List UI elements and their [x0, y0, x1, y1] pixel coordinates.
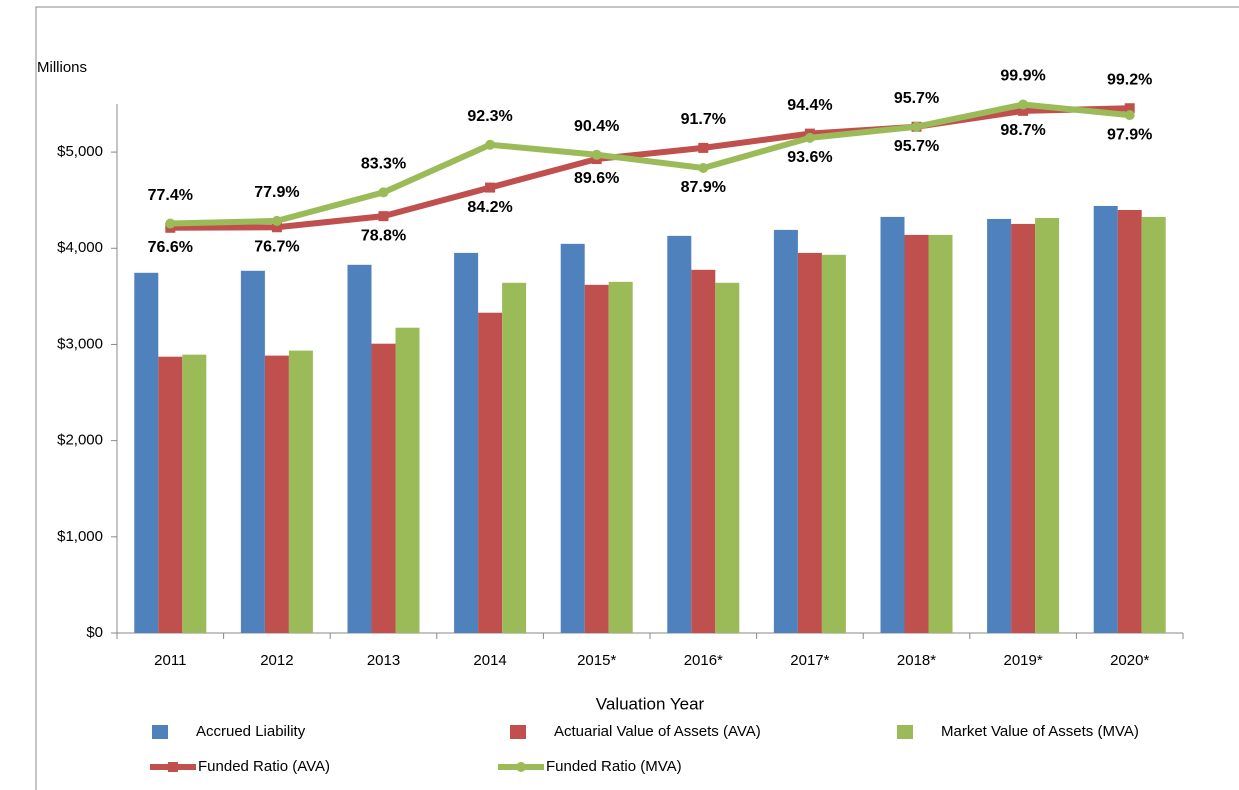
- x-tick-label: 2019*: [1003, 652, 1042, 669]
- marker: [1124, 110, 1135, 121]
- marker: [165, 218, 176, 229]
- y-tick-label: $4,000: [57, 239, 103, 256]
- data-label: 77.4%: [148, 187, 193, 204]
- x-axis-label: Valuation Year: [596, 694, 705, 713]
- data-label: 76.7%: [254, 238, 299, 255]
- marker: [271, 215, 282, 226]
- bar: [821, 254, 846, 633]
- marker: [1124, 103, 1135, 114]
- legend-swatch: [152, 725, 168, 739]
- bar: [797, 252, 822, 633]
- data-label: 95.7%: [894, 138, 939, 155]
- bar: [158, 356, 183, 633]
- legend-label: Accrued Liability: [196, 723, 306, 740]
- x-tick-label: 2020*: [1110, 652, 1149, 669]
- marker: [698, 142, 709, 153]
- bar: [773, 229, 798, 634]
- legend-label: Funded Ratio (MVA): [546, 758, 682, 775]
- data-label: 99.2%: [1107, 71, 1152, 88]
- bar: [691, 269, 716, 633]
- marker: [698, 163, 709, 174]
- bar: [134, 272, 159, 633]
- bar: [264, 355, 289, 633]
- legend-label: Market Value of Assets (MVA): [941, 723, 1139, 740]
- marker: [485, 139, 496, 150]
- data-label: 93.6%: [787, 149, 832, 166]
- bar: [182, 354, 207, 633]
- data-label: 91.7%: [681, 111, 726, 128]
- data-label: 99.9%: [1000, 68, 1045, 85]
- bar: [928, 234, 953, 634]
- bar: [584, 284, 609, 633]
- marker: [804, 132, 815, 143]
- legend-marker: [516, 762, 526, 772]
- bar: [1035, 217, 1060, 633]
- y-tick-label: $2,000: [57, 432, 103, 449]
- marker: [1018, 105, 1029, 116]
- marker: [271, 222, 282, 233]
- y-tick-label: $1,000: [57, 528, 103, 545]
- data-label: 77.9%: [254, 184, 299, 201]
- legend-swatch: [510, 725, 526, 739]
- data-label: 92.3%: [467, 108, 512, 125]
- x-tick-label: 2015*: [577, 652, 616, 669]
- legend-label: Actuarial Value of Assets (AVA): [554, 723, 761, 740]
- legend-marker: [168, 762, 178, 772]
- bar: [502, 282, 527, 633]
- bar: [1093, 205, 1118, 633]
- y-tick-label: $3,000: [57, 335, 103, 352]
- marker: [485, 182, 496, 193]
- data-label: 89.6%: [574, 170, 619, 187]
- data-label: 98.7%: [1000, 122, 1045, 139]
- y-tick-label: $5,000: [57, 143, 103, 160]
- data-label: 83.3%: [361, 156, 406, 173]
- bar: [371, 343, 396, 633]
- data-label: 87.9%: [681, 179, 726, 196]
- legend-swatch: [897, 725, 913, 739]
- marker: [911, 121, 922, 132]
- bar: [478, 312, 503, 633]
- x-tick-label: 2013: [367, 652, 400, 669]
- legend-label: Funded Ratio (AVA): [198, 758, 330, 775]
- data-label: 97.9%: [1107, 126, 1152, 143]
- data-label: 90.4%: [574, 118, 619, 135]
- marker: [591, 149, 602, 160]
- data-label: 84.2%: [467, 199, 512, 216]
- marker: [378, 187, 389, 198]
- line: [170, 101, 1130, 227]
- bar: [288, 350, 313, 633]
- marker: [378, 211, 389, 222]
- y-tick-label: $0: [86, 624, 103, 641]
- bar: [880, 216, 905, 633]
- bar: [904, 234, 929, 634]
- bar: [1117, 209, 1142, 633]
- bar: [560, 243, 585, 633]
- bar: [608, 281, 633, 633]
- data-label: 94.4%: [787, 97, 832, 114]
- bar: [1141, 216, 1166, 633]
- bar: [1011, 223, 1036, 633]
- y-axis-label: Millions: [37, 59, 87, 76]
- x-tick-label: 2016*: [684, 652, 723, 669]
- bar: [715, 282, 740, 633]
- bar: [395, 327, 420, 633]
- line: [170, 105, 1130, 231]
- bar: [987, 218, 1012, 634]
- x-tick-label: 2017*: [790, 652, 829, 669]
- data-label: 76.6%: [148, 239, 193, 256]
- bar: [347, 264, 372, 633]
- data-label: 95.7%: [894, 90, 939, 107]
- x-tick-label: 2014: [473, 652, 506, 669]
- x-tick-label: 2018*: [897, 652, 936, 669]
- chart-frame: [35, 6, 1239, 790]
- marker: [1018, 99, 1029, 110]
- bar: [454, 252, 479, 633]
- x-tick-label: 2011: [154, 652, 186, 669]
- x-tick-label: 2012: [260, 652, 293, 669]
- data-label: 78.8%: [361, 227, 406, 244]
- bar: [667, 235, 692, 633]
- bar: [240, 270, 265, 633]
